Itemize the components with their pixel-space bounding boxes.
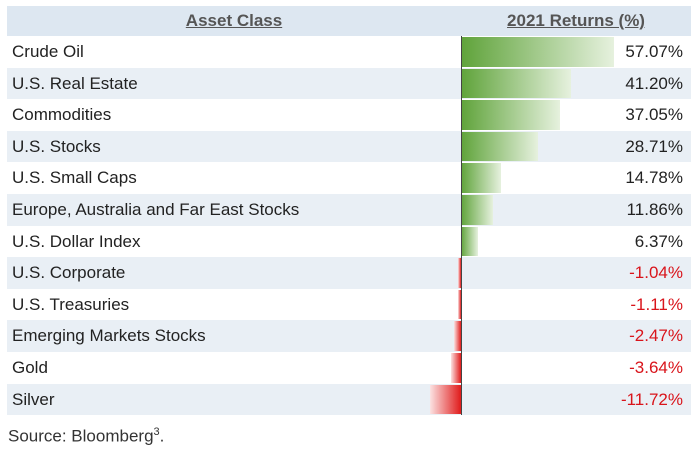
- source-text: Source: Bloomberg: [8, 426, 154, 446]
- return-value: 11.86%: [626, 199, 683, 219]
- source-note: Source: Bloomberg3.: [8, 426, 164, 447]
- return-value: 41.20%: [625, 73, 683, 93]
- bar-u-s-treasuries: [458, 289, 461, 320]
- return-value: -1.11%: [630, 294, 683, 314]
- table-row: Crude Oil 57.07%: [7, 36, 691, 68]
- return-value: 57.07%: [625, 42, 683, 61]
- bar-u-s-dollar-index: [461, 226, 479, 257]
- bar-u-s-stocks: [461, 131, 538, 162]
- table-row: U.S. Real Estate 41.20%: [7, 67, 691, 100]
- zero-axis-line: [461, 36, 462, 416]
- bar-u-s-corporate: [458, 258, 461, 288]
- table-row: Emerging Markets Stocks -2.47%: [7, 320, 691, 352]
- asset-class-label: Europe, Australia and Far East Stocks: [12, 199, 300, 219]
- asset-class-label: Gold: [12, 357, 48, 377]
- asset-class-label: Commodities: [12, 105, 112, 125]
- table-row: Europe, Australia and Far East Stocks 11.…: [7, 193, 691, 226]
- bar-silver: [429, 384, 461, 415]
- table-row: U.S. Stocks 28.71%: [7, 130, 691, 163]
- bar-u-s-small-caps: [461, 163, 501, 193]
- return-value: -1.04%: [629, 263, 683, 283]
- return-value: 28.71%: [625, 136, 683, 156]
- bar-u-s-real-estate: [461, 68, 572, 99]
- table-row: Silver -11.72%: [7, 383, 691, 416]
- asset-class-header: Asset Class: [185, 11, 283, 30]
- asset-class-label: U.S. Real Estate: [12, 73, 138, 93]
- source-suffix: .: [159, 426, 165, 446]
- asset-class-label: Silver: [12, 389, 55, 409]
- return-value: 6.37%: [634, 231, 683, 251]
- table-row: U.S. Corporate -1.04%: [7, 257, 691, 289]
- bar-gold: [451, 352, 461, 383]
- return-value: 14.78%: [625, 168, 683, 188]
- asset-class-label: U.S. Corporate: [12, 263, 126, 283]
- asset-class-label: U.S. Treasuries: [12, 294, 130, 314]
- asset-class-label: U.S. Dollar Index: [12, 231, 141, 251]
- return-value: -11.72%: [620, 389, 683, 409]
- table-row: U.S. Treasuries -1.11%: [7, 288, 691, 321]
- returns-header: 2021 Returns (%): [507, 11, 645, 30]
- table-row: U.S. Small Caps 14.78%: [7, 162, 691, 194]
- asset-class-label: Crude Oil: [12, 42, 84, 61]
- bar-crude-oil: [461, 37, 614, 67]
- bar-emerging-markets-stocks: [454, 321, 461, 351]
- asset-class-label: Emerging Markets Stocks: [12, 326, 206, 346]
- table-row: U.S. Dollar Index 6.37%: [7, 225, 691, 258]
- asset-class-label: U.S. Stocks: [12, 136, 101, 156]
- table-row: Commodities 37.05%: [7, 99, 691, 131]
- return-value: 37.05%: [625, 105, 683, 125]
- source-footnote: 3: [153, 426, 160, 438]
- return-value: -3.64%: [629, 357, 683, 377]
- table-body: Crude Oil 57.07% U.S. Real Estate 41.20% Com…: [7, 36, 691, 416]
- asset-class-label: U.S. Small Caps: [12, 168, 137, 188]
- table-row: Gold -3.64%: [7, 351, 691, 384]
- bar-commodities: [461, 100, 561, 130]
- returns-table: Asset Class 2021 Returns (%) Crude Oil 57…: [7, 6, 691, 416]
- bar-europe-australia-and-far-east-stocks: [461, 194, 493, 225]
- table-header: Asset Class 2021 Returns (%): [7, 6, 691, 36]
- return-value: -2.47%: [629, 326, 683, 346]
